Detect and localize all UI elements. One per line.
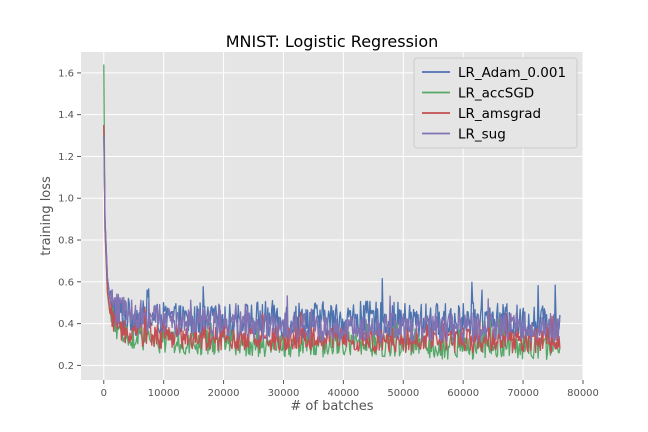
x-axis-ticks: 0 10000 20000 30000 40000 50000 60000 70000 8000… xyxy=(101,380,599,399)
y-axis-ticks: 0.2 0.4 0.6 0.8 1.0 1.2 1.4 1.6 xyxy=(58,68,81,372)
x-tick-label: 80000 xyxy=(567,388,599,399)
legend-label: LR_accSGD xyxy=(458,86,534,102)
x-tick-label: 70000 xyxy=(507,388,539,399)
x-tick-label: 20000 xyxy=(208,388,240,399)
legend: LR_Adam_0.001 LR_accSGD LR_amsgrad LR_sug xyxy=(413,57,578,149)
legend-label: LR_Adam_0.001 xyxy=(458,65,566,81)
x-tick-label: 40000 xyxy=(327,388,359,399)
y-tick-label: 0.6 xyxy=(58,277,74,288)
series-layer xyxy=(103,64,561,361)
legend-label: LR_sug xyxy=(458,127,506,143)
y-tick-label: 0.4 xyxy=(58,319,74,330)
chart-title: MNIST: Logistic Regression xyxy=(226,32,439,51)
y-tick-label: 0.8 xyxy=(58,236,74,247)
y-tick-label: 0.2 xyxy=(58,361,74,372)
x-tick-label: 30000 xyxy=(268,388,300,399)
y-tick-label: 1.2 xyxy=(58,152,74,163)
x-tick-label: 60000 xyxy=(447,388,479,399)
y-tick-label: 1.6 xyxy=(58,68,74,79)
y-axis-label: training loss xyxy=(39,176,54,256)
legend-label: LR_amsgrad xyxy=(458,106,541,122)
y-tick-label: 1.4 xyxy=(58,110,74,121)
x-tick-label: 0 xyxy=(101,388,107,399)
series-line-LR_sug xyxy=(103,135,561,343)
series-line-LR_amsgrad xyxy=(103,125,561,354)
x-tick-label: 10000 xyxy=(148,388,180,399)
x-tick-label: 50000 xyxy=(387,388,419,399)
y-tick-label: 1.0 xyxy=(58,194,74,205)
x-axis-label: # of batches xyxy=(290,399,373,414)
legend-box xyxy=(413,57,578,149)
